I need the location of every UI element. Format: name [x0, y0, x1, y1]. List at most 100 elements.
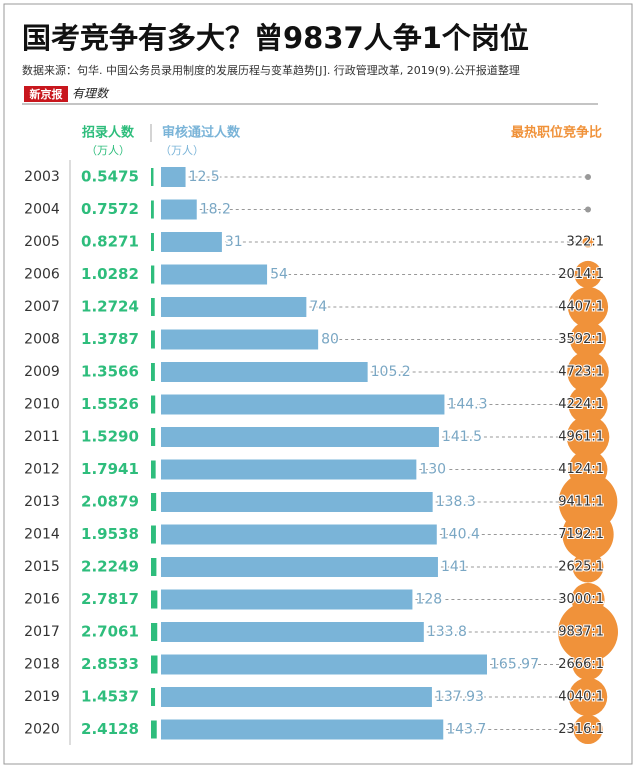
- ratio-label: 9837:1: [558, 625, 604, 640]
- year-label: 2009: [24, 364, 60, 380]
- logo-box: [24, 86, 68, 102]
- applicant-label: 140.4: [440, 527, 480, 543]
- applicant-bar: [161, 394, 445, 415]
- ratio-bubble: [568, 677, 608, 717]
- hire-label: 0.7572: [81, 200, 139, 218]
- applicant-label: 18.2: [200, 202, 231, 218]
- ratio-label: 322:1: [567, 235, 604, 250]
- series-header: 招录人数: [82, 125, 135, 141]
- ratio-bubble: [573, 714, 603, 745]
- year-label: 2006: [24, 267, 60, 283]
- applicant-label: 165.97: [490, 657, 539, 673]
- hire-bar: [151, 558, 157, 576]
- applicant-label: 31: [225, 234, 243, 250]
- hire-label: 1.4537: [81, 688, 139, 706]
- applicant-bar: [161, 167, 186, 187]
- applicant-bar: [161, 719, 444, 740]
- applicant-label: 133.8: [427, 624, 467, 640]
- series-unit: （万人）: [86, 144, 130, 157]
- year-label: 2004: [24, 202, 60, 218]
- hire-label: 1.3566: [81, 363, 139, 381]
- empty-dot: [585, 174, 591, 180]
- hire-bar: [151, 460, 156, 479]
- ratio-label: 4723:1: [558, 365, 604, 380]
- ratio-bubble: [572, 551, 604, 583]
- applicant-label: 80: [321, 332, 339, 348]
- applicant-bar: [161, 264, 268, 285]
- frame: [3, 3, 633, 765]
- applicant-label: 130: [419, 462, 446, 478]
- ratio-bubble: [574, 260, 602, 289]
- applicant-bar: [161, 589, 413, 610]
- hire-label: 2.0879: [81, 493, 139, 511]
- hire-bar: [151, 298, 155, 316]
- ratio-label: 4224:1: [558, 397, 604, 412]
- year-label: 2013: [24, 494, 60, 510]
- hire-label: 1.5526: [81, 395, 139, 413]
- hire-bar: [151, 265, 155, 284]
- hire-label: 1.0282: [81, 265, 139, 283]
- applicant-label: 12.5: [189, 169, 220, 185]
- year-label: 2016: [24, 592, 60, 608]
- year-label: 2014: [24, 527, 60, 543]
- ratio-label: 3000:1: [558, 592, 604, 607]
- applicant-label: 143.7: [446, 722, 486, 738]
- hire-bar: [151, 655, 158, 674]
- year-label: 2020: [24, 722, 60, 738]
- applicant-bar: [161, 622, 424, 642]
- chart-title: 国考竞争有多大？曾9837人争1个岗位: [22, 21, 529, 55]
- applicant-label: 141: [441, 559, 468, 575]
- ratio-bubble: [562, 508, 614, 561]
- ratio-label: 4124:1: [558, 462, 604, 477]
- hire-bar: [151, 493, 157, 511]
- hire-bar: [151, 688, 156, 706]
- hire-label: 2.7817: [81, 590, 139, 608]
- year-label: 2019: [24, 689, 60, 705]
- hire-bar: [151, 623, 158, 641]
- ratio-label: 4407:1: [558, 300, 604, 315]
- empty-dot: [585, 206, 591, 213]
- applicant-bar: [161, 687, 432, 707]
- year-label: 2008: [24, 332, 60, 348]
- year-label: 2015: [24, 559, 60, 575]
- year-label: 2018: [24, 657, 60, 673]
- applicant-bar: [161, 199, 197, 220]
- applicant-bar: [161, 232, 222, 252]
- applicant-label: 54: [270, 267, 288, 283]
- hire-label: 2.4128: [81, 720, 139, 738]
- applicant-bar: [161, 654, 487, 675]
- hire-label: 1.7941: [81, 460, 139, 478]
- applicant-bar: [161, 492, 433, 512]
- applicant-bar: [161, 557, 438, 577]
- applicant-label: 138.3: [436, 494, 476, 510]
- hire-label: 1.3787: [81, 330, 139, 348]
- applicant-label: 74: [309, 299, 327, 315]
- ratio-label: 2316:1: [558, 722, 604, 737]
- hire-label: 1.5290: [81, 428, 139, 446]
- source: 数据来源：句华. 中国公务员录用制度的发展历程与变革趋势[J]. 行政管理改革,…: [22, 63, 520, 77]
- applicant-bar: [161, 362, 368, 382]
- ratio-bubble: [558, 602, 618, 662]
- ratio-label: 2666:1: [558, 657, 604, 672]
- logo-sub: 有理数: [72, 87, 110, 101]
- hire-bar: [151, 395, 156, 414]
- hire-bar: [151, 525, 156, 544]
- applicant-bar: [161, 524, 437, 545]
- applicant-bar: [161, 427, 439, 447]
- applicant-bar: [161, 329, 319, 350]
- year-label: 2003: [24, 169, 60, 185]
- applicant-label: 144.3: [447, 397, 487, 413]
- hire-label: 1.9538: [81, 525, 139, 543]
- series-header: 审核通过人数: [162, 125, 241, 141]
- applicant-label: 128: [415, 592, 442, 608]
- hire-bar: [151, 590, 158, 609]
- hire-bar: [151, 428, 156, 446]
- year-label: 2007: [24, 299, 60, 315]
- year-label: 2017: [24, 624, 60, 640]
- year-label: 2010: [24, 397, 60, 413]
- ratio-label: 2014:1: [558, 267, 604, 282]
- year-label: 2011: [24, 429, 60, 445]
- logo: 新京报: [30, 87, 64, 101]
- ratio-label: 4040:1: [558, 690, 604, 705]
